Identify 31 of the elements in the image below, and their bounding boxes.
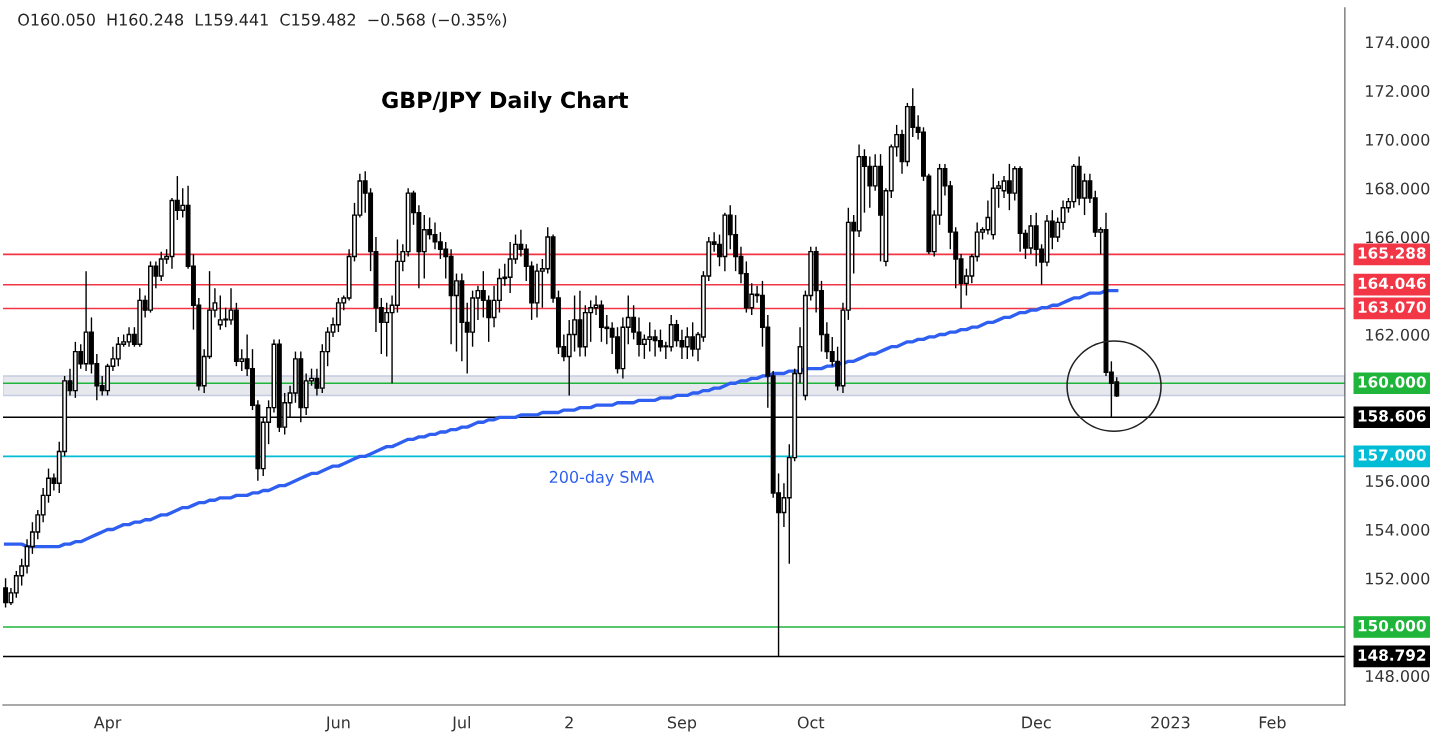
x-tick-label: Dec xyxy=(1022,716,1051,729)
x-tick-label: 2023 xyxy=(1151,716,1190,729)
y-tick-label: 170.000 xyxy=(1366,133,1430,146)
y-tick-label: 168.000 xyxy=(1366,182,1430,195)
y-tick-label: 166.000 xyxy=(1366,231,1430,244)
x-tick-label: Jul xyxy=(451,716,470,732)
x-tick-label: Oct xyxy=(797,716,825,729)
ref-line-label: 163.070 xyxy=(1358,301,1426,313)
y-tick-label: 174.000 xyxy=(1366,36,1430,49)
x-tick-label: 2 xyxy=(565,716,573,729)
x-tick-label: Feb xyxy=(1259,716,1286,729)
y-tick-label: 152.000 xyxy=(1366,572,1430,585)
x-tick-label: Jun xyxy=(325,716,350,732)
x-tick-label: Apr xyxy=(93,716,122,732)
y-tick-label: 148.000 xyxy=(1366,669,1430,683)
annotation: O160.050 H160.248 L159.441 C159.482 −0.568 (−0.35%) xyxy=(18,13,507,28)
candlestick xyxy=(3,577,9,609)
y-tick-label: 172.000 xyxy=(1366,84,1430,98)
ref-line-label: 164.046 xyxy=(1358,277,1426,290)
ref-line-label: 157.000 xyxy=(1358,449,1426,461)
ref-line-label: 158.606 xyxy=(1358,410,1426,422)
x-tick-label: Sep xyxy=(667,716,697,732)
y-tick-label: 154.000 xyxy=(1366,523,1430,536)
y-tick-label: 156.000 xyxy=(1366,474,1430,488)
ref-line-label: 148.792 xyxy=(1358,649,1426,661)
text: 200-day SMA xyxy=(549,470,655,487)
text: GBP/JPY Daily Chart xyxy=(382,91,629,113)
ref-line-label: 165.288 xyxy=(1358,247,1426,259)
ref-line-label: 150.000 xyxy=(1358,619,1426,632)
ref-line-label: 160.000 xyxy=(1358,376,1426,388)
y-tick-label: 162.000 xyxy=(1366,328,1430,341)
